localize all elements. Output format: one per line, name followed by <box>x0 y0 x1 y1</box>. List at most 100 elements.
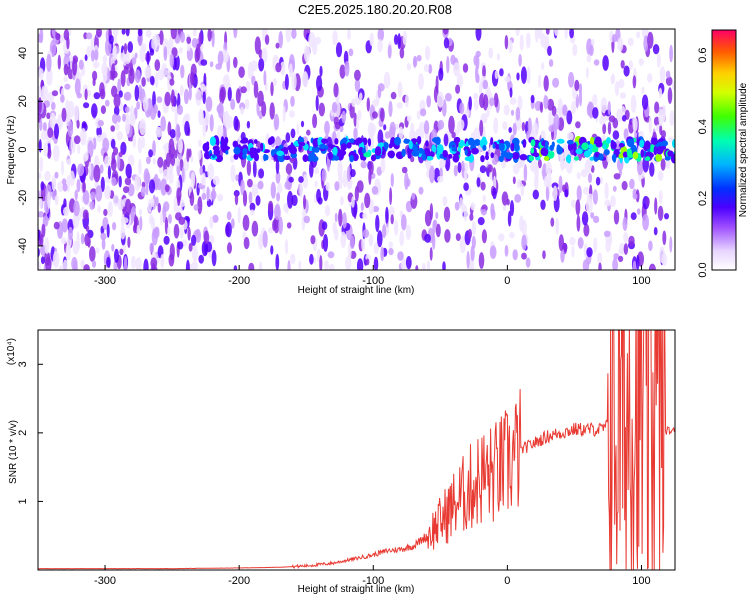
y-tick-label: 3 <box>17 361 29 367</box>
heatmap-cell <box>321 168 327 182</box>
y-tick-label: 0 <box>17 146 29 152</box>
heatmap-cell <box>367 122 374 138</box>
heatmap-cell <box>52 251 60 268</box>
heatmap-cell <box>61 178 67 186</box>
heatmap-cell <box>362 229 370 238</box>
heatmap-cell <box>49 112 56 129</box>
heatmap-cell <box>551 182 559 189</box>
heatmap-cell <box>167 39 171 58</box>
heatmap-cell <box>468 96 473 111</box>
band-cell <box>374 146 382 157</box>
heatmap-cell <box>106 256 111 268</box>
band-cell <box>416 135 422 145</box>
heatmap-cell <box>325 181 330 191</box>
y-tick-label: 20 <box>17 95 29 107</box>
colorbar-ticks: 0.0 0.2 0.4 0.6 <box>697 47 709 277</box>
heatmap-cell <box>406 115 412 122</box>
heatmap-cell <box>257 180 264 190</box>
band-cell <box>672 138 675 149</box>
heatmap-cell <box>551 105 557 117</box>
heatmap-cell <box>246 120 251 129</box>
heatmap-cell <box>264 34 270 45</box>
heatmap-cell <box>547 45 552 57</box>
heatmap-cell <box>362 212 368 219</box>
y-tick-label: 40 <box>17 47 29 59</box>
heatmap-cell <box>275 158 280 174</box>
heatmap-cell <box>333 82 339 98</box>
heatmap-cell <box>344 60 350 77</box>
spectrogram-x-ticks: -300 -200 -100 0 100 <box>94 265 651 287</box>
heatmap-cell <box>463 205 468 222</box>
heatmap-cell <box>145 30 152 38</box>
heatmap-cell <box>291 194 298 207</box>
heatmap-cell <box>258 233 264 250</box>
heatmap-cell <box>40 256 45 265</box>
heatmap-cell <box>102 137 110 153</box>
heatmap-cell <box>475 64 479 83</box>
heatmap-cell <box>334 181 340 191</box>
heatmap-cell <box>159 30 164 46</box>
heatmap-cell <box>64 83 71 90</box>
heatmap-cell <box>234 192 239 206</box>
heatmap-cell <box>38 68 44 80</box>
heatmap-cell <box>338 208 343 227</box>
heatmap-cell <box>308 32 316 48</box>
band-cell <box>407 153 412 159</box>
band-cell <box>490 137 494 146</box>
heatmap-cell <box>42 122 47 132</box>
band-cell <box>308 153 313 162</box>
heatmap-cell <box>72 57 78 76</box>
heatmap-cell <box>605 239 611 253</box>
band-cell <box>566 154 572 164</box>
heatmap-cell <box>493 117 499 135</box>
heatmap-cell <box>102 54 108 64</box>
x-tick-label: -300 <box>94 275 116 287</box>
heatmap-cell <box>442 261 446 270</box>
heatmap-cell <box>339 125 344 133</box>
heatmap-cell <box>120 226 126 240</box>
heatmap-cell <box>51 101 56 111</box>
heatmap-cell <box>123 66 129 75</box>
heatmap-cell <box>393 219 399 236</box>
band-cell <box>482 144 487 151</box>
heatmap-cell <box>74 189 78 201</box>
heatmap-cell <box>401 166 408 174</box>
band-cell <box>573 142 577 150</box>
heatmap-cell <box>388 241 393 250</box>
heatmap-cell <box>84 233 91 247</box>
heatmap-cell <box>138 158 142 175</box>
heatmap-cell <box>61 107 67 122</box>
heatmap-cell <box>393 34 399 45</box>
heatmap-cell <box>285 163 293 175</box>
band-cell <box>276 150 285 157</box>
heatmap-cell <box>356 180 364 193</box>
heatmap-cell <box>436 91 444 108</box>
x-tick-label: -300 <box>94 575 116 587</box>
heatmap-cell <box>475 50 481 58</box>
band-cell <box>242 153 247 160</box>
heatmap-cell <box>288 176 294 183</box>
heatmap-cell <box>498 233 505 242</box>
spectrogram-x-label: Height of straight line (km) <box>298 285 415 296</box>
heatmap-cell <box>360 202 364 212</box>
heatmap-cell <box>481 209 487 216</box>
heatmap-cell <box>137 29 143 37</box>
heatmap-cell <box>93 164 101 183</box>
heatmap-cell <box>82 190 90 205</box>
heatmap-cell <box>397 81 403 98</box>
band-cell <box>418 147 424 154</box>
heatmap-cell <box>569 29 574 39</box>
heatmap-cell <box>583 186 590 195</box>
heatmap-cell <box>368 168 372 185</box>
heatmap-cell <box>585 197 593 214</box>
heatmap-cell <box>268 145 272 162</box>
heatmap-cell <box>77 163 85 177</box>
heatmap-cell <box>552 185 558 201</box>
heatmap-cell <box>593 237 598 253</box>
heatmap-cell <box>415 265 419 270</box>
heatmap-cell <box>620 60 625 69</box>
heatmap-cell <box>38 172 42 180</box>
heatmap-cell <box>623 65 630 77</box>
heatmap-cell <box>587 172 593 184</box>
band-cell <box>429 151 435 158</box>
